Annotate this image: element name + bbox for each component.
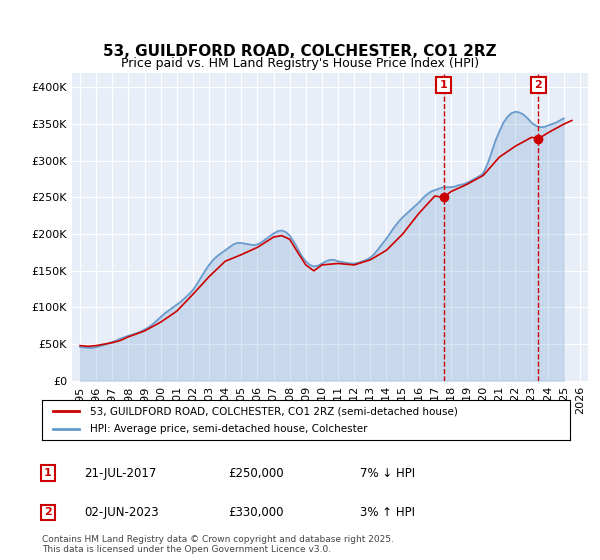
Text: 1: 1 [440, 80, 448, 90]
Text: 53, GUILDFORD ROAD, COLCHESTER, CO1 2RZ (semi-detached house): 53, GUILDFORD ROAD, COLCHESTER, CO1 2RZ … [89, 407, 457, 417]
Text: 1: 1 [44, 468, 52, 478]
Text: Price paid vs. HM Land Registry's House Price Index (HPI): Price paid vs. HM Land Registry's House … [121, 57, 479, 70]
Text: 3% ↑ HPI: 3% ↑ HPI [360, 506, 415, 519]
Text: 2: 2 [44, 507, 52, 517]
Text: 21-JUL-2017: 21-JUL-2017 [84, 466, 157, 480]
Text: HPI: Average price, semi-detached house, Colchester: HPI: Average price, semi-detached house,… [89, 423, 367, 433]
Text: £250,000: £250,000 [228, 466, 284, 480]
Text: 02-JUN-2023: 02-JUN-2023 [84, 506, 158, 519]
Text: 7% ↓ HPI: 7% ↓ HPI [360, 466, 415, 480]
Text: £330,000: £330,000 [228, 506, 284, 519]
Text: 2: 2 [535, 80, 542, 90]
Text: 53, GUILDFORD ROAD, COLCHESTER, CO1 2RZ: 53, GUILDFORD ROAD, COLCHESTER, CO1 2RZ [103, 44, 497, 59]
Text: Contains HM Land Registry data © Crown copyright and database right 2025.
This d: Contains HM Land Registry data © Crown c… [42, 535, 394, 554]
